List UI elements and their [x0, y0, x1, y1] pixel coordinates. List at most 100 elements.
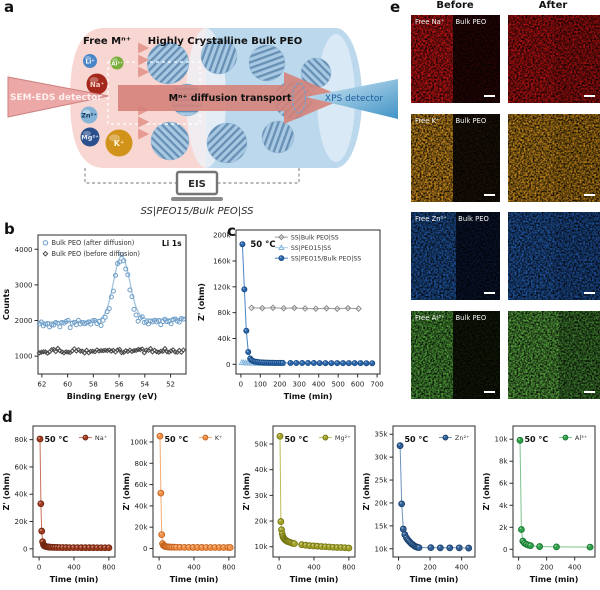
ion-region-label: Free Al³⁺	[415, 314, 445, 322]
svg-text:Time (min): Time (min)	[530, 575, 579, 584]
eds-map-before-0: Free Na⁺ Bulk PEO	[411, 15, 500, 103]
svg-text:80k: 80k	[135, 460, 149, 468]
svg-text:56: 56	[115, 381, 124, 389]
eis-instrument: EIS	[171, 170, 223, 201]
svg-text:50 °C: 50 °C	[164, 435, 188, 444]
diffusion-arrow-big	[118, 72, 346, 124]
svg-text:SS|PEO15/Bulk PEO|SS: SS|PEO15/Bulk PEO|SS	[291, 255, 361, 262]
svg-text:Na⁺: Na⁺	[95, 434, 107, 442]
svg-text:50 °C: 50 °C	[250, 240, 275, 250]
svg-text:40k: 40k	[15, 491, 29, 499]
svg-text:Al³⁺: Al³⁺	[575, 434, 587, 442]
column-header-before: Before	[436, 0, 474, 11]
svg-text:80k: 80k	[218, 309, 232, 317]
column-header-after: After	[538, 0, 568, 11]
svg-text:2000: 2000	[15, 317, 33, 325]
cell-stack-label: SS|PEO15/Bulk PEO|SS	[141, 206, 255, 217]
svg-text:800: 800	[102, 564, 115, 572]
eds-map-after-1	[508, 114, 600, 202]
svg-text:600: 600	[351, 381, 364, 389]
svg-text:25k: 25k	[375, 477, 389, 485]
svg-text:Binding Energy (eV): Binding Energy (eV)	[67, 392, 157, 401]
sem-eds-detector-label: SEM-EDS detector	[10, 93, 102, 103]
svg-text:400: 400	[455, 564, 468, 572]
svg-text:10k: 10k	[255, 543, 269, 551]
eis-connectors	[84, 168, 300, 184]
svg-text:0: 0	[226, 361, 230, 369]
scale-bar	[484, 291, 495, 294]
scale-bar	[484, 94, 495, 97]
eds-map-after-0	[508, 15, 600, 103]
svg-text:Time (min): Time (min)	[50, 575, 99, 584]
svg-text:Time (min): Time (min)	[290, 575, 339, 584]
svg-text:50 °C: 50 °C	[284, 435, 308, 444]
svg-text:Z' (ohm): Z' (ohm)	[482, 473, 491, 511]
svg-text:0: 0	[503, 546, 507, 554]
svg-text:Al³⁺: Al³⁺	[111, 61, 123, 68]
svg-text:3000: 3000	[15, 281, 33, 289]
speckle-texture	[411, 114, 500, 202]
panel-c-letter: c	[227, 222, 236, 240]
chart-eis-mg: 0 400 800 10k 20k 30k 40k 50k Time (min) Z' (ohm)…	[240, 414, 360, 590]
svg-text:2k: 2k	[499, 524, 508, 532]
scale-bar	[484, 193, 495, 196]
svg-text:80k: 80k	[15, 436, 29, 444]
svg-text:0: 0	[277, 564, 281, 572]
svg-text:200: 200	[273, 381, 286, 389]
svg-text:30k: 30k	[375, 454, 389, 462]
svg-text:60k: 60k	[135, 481, 149, 489]
svg-text:Z' (ohm): Z' (ohm)	[2, 473, 11, 511]
svg-text:4k: 4k	[499, 502, 508, 510]
eds-map-after-3	[508, 311, 600, 399]
svg-text:4000: 4000	[15, 246, 33, 254]
svg-text:Bulk PEO (after diffusion): Bulk PEO (after diffusion)	[51, 239, 134, 247]
svg-text:200: 200	[540, 564, 553, 572]
speckle-texture	[411, 15, 500, 103]
svg-text:54: 54	[140, 381, 149, 389]
svg-text:SS|Bulk PEO|SS: SS|Bulk PEO|SS	[291, 234, 339, 241]
panel-a-letter: a	[4, 0, 15, 16]
sem-eds-detector: SEM-EDS detector	[7, 76, 109, 118]
chart-eis-na: 0 400 800 0 20k 40k 60k 80k Time (min) Z' (ohm) 50…	[0, 414, 120, 590]
svg-text:800: 800	[342, 564, 355, 572]
panel-a-schematic: Mⁿ⁺ diffusion transport Free Mⁿ⁺ Highly …	[7, 28, 398, 217]
svg-text:10k: 10k	[375, 545, 389, 553]
svg-text:0: 0	[37, 564, 41, 572]
svg-text:40k: 40k	[135, 502, 149, 510]
svg-text:400: 400	[307, 564, 320, 572]
svg-text:50k: 50k	[255, 440, 269, 448]
svg-text:Bulk PEO (before diffusion): Bulk PEO (before diffusion)	[51, 250, 140, 258]
svg-text:400: 400	[187, 564, 200, 572]
svg-text:58: 58	[89, 381, 98, 389]
svg-text:300: 300	[293, 381, 306, 389]
svg-text:K⁺: K⁺	[114, 139, 124, 148]
svg-text:Na⁺: Na⁺	[90, 81, 105, 89]
svg-text:Z' (ohm): Z' (ohm)	[122, 473, 131, 511]
svg-text:200k: 200k	[213, 232, 231, 240]
svg-text:Z' (ohm): Z' (ohm)	[362, 473, 371, 511]
matrix-region-label: Bulk PEO	[455, 314, 487, 322]
free-ions-label: Free Mⁿ⁺	[83, 36, 131, 47]
svg-text:Time (min): Time (min)	[284, 392, 333, 401]
svg-text:50 °C: 50 °C	[44, 435, 68, 444]
ion-aluminium: Al³⁺	[110, 56, 124, 70]
svg-text:Li⁺: Li⁺	[85, 59, 94, 66]
svg-text:K⁺: K⁺	[215, 434, 223, 442]
svg-text:Time (min): Time (min)	[410, 575, 459, 584]
svg-text:20k: 20k	[15, 518, 29, 526]
svg-text:Zn²⁺: Zn²⁺	[81, 112, 97, 120]
svg-text:0: 0	[516, 564, 520, 572]
eds-map-before-2: Free Zn²⁺ Bulk PEO	[411, 212, 500, 300]
svg-text:100: 100	[254, 381, 267, 389]
scale-bar	[584, 390, 595, 393]
panel-d-letter: d	[2, 408, 13, 426]
chart-eis-al: 0 200 400 0 2k 4k 6k 8k 10k Time (min) Z' (ohm) 50 …	[480, 414, 600, 590]
svg-text:50 °C: 50 °C	[404, 435, 428, 444]
ion-sodium: Na⁺	[86, 73, 108, 95]
svg-text:1000: 1000	[15, 353, 33, 361]
ion-lithium: Li⁺	[83, 54, 97, 68]
scale-bar	[484, 390, 495, 393]
svg-text:30k: 30k	[255, 492, 269, 500]
ion-magnesium: Mg²⁺	[80, 127, 100, 147]
scale-bar	[584, 94, 595, 97]
